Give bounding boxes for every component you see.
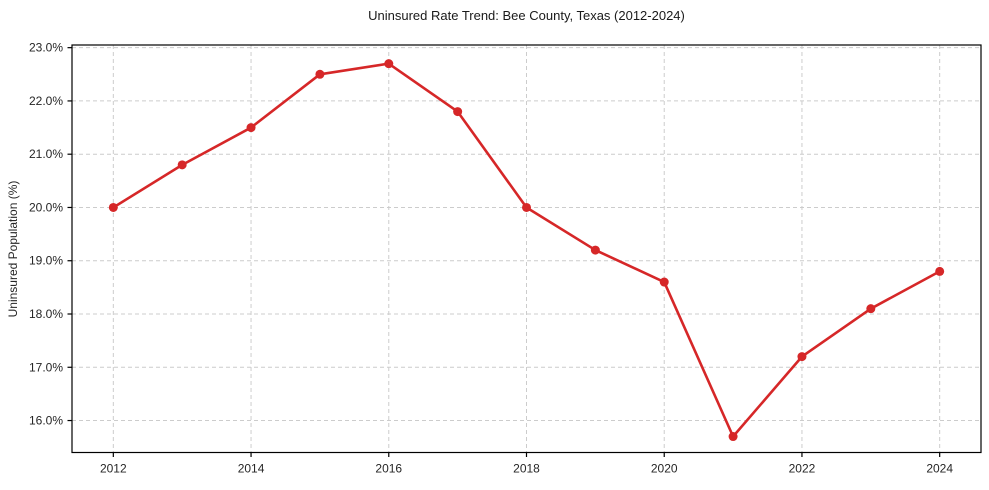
y-tick-label: 18.0% [29,307,63,321]
data-point-2018 [522,202,531,212]
chart-title: Uninsured Rate Trend: Bee County, Texas … [368,8,685,23]
x-tick-label: 2014 [238,462,265,476]
y-tick-label: 20.0% [29,200,63,214]
data-point-2019 [590,245,600,255]
y-tick-label: 19.0% [29,254,63,268]
y-tick-label: 23.0% [29,41,63,55]
data-point-2023 [866,304,876,314]
x-tick-label: 2022 [789,462,816,476]
data-point-2012 [108,202,118,212]
data-point-2015 [315,69,325,79]
data-point-2022 [797,352,807,362]
y-tick-label: 17.0% [29,360,63,374]
data-point-2024 [935,266,945,276]
data-point-2014 [246,123,256,133]
x-tick-label: 2012 [100,462,127,476]
data-point-2020 [659,277,669,287]
x-tick-label: 2020 [651,462,678,476]
x-tick-label: 2018 [513,462,540,476]
x-tick-label: 2024 [926,462,953,476]
data-point-2017 [453,107,463,117]
y-tick-label: 22.0% [29,94,63,108]
data-point-2016 [384,59,394,69]
data-point-2021 [728,432,738,442]
data-point-2013 [177,160,187,170]
y-tick-label: 21.0% [29,147,63,161]
y-tick-label: 16.0% [29,414,63,428]
x-tick-label: 2016 [375,462,402,476]
